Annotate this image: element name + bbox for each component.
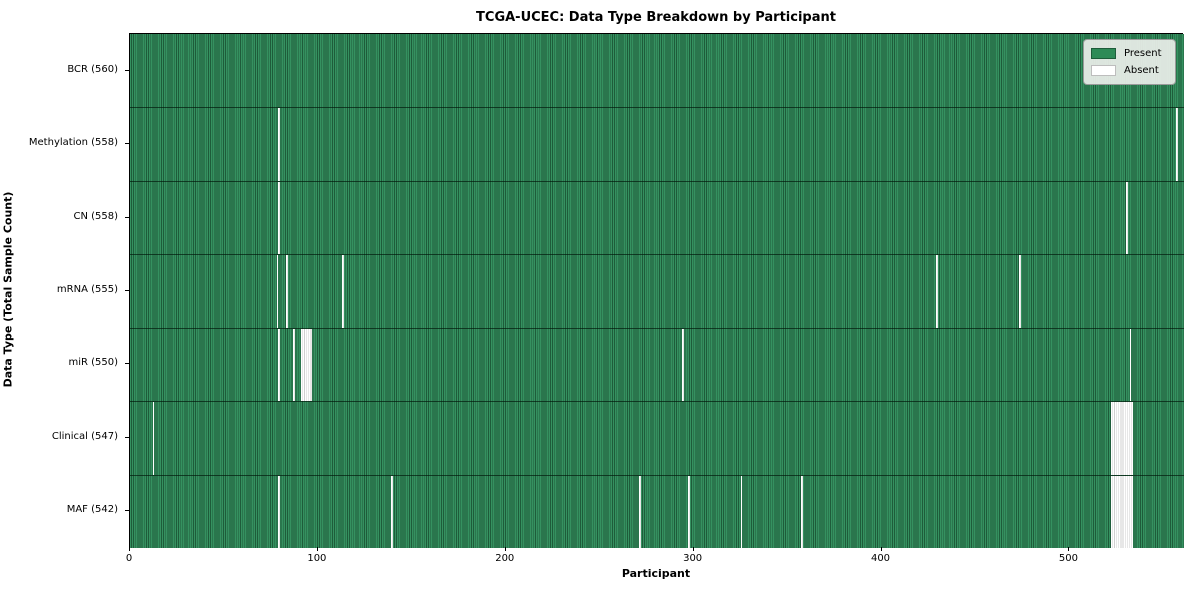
y-tick-mark	[125, 510, 129, 512]
absent-mark	[342, 255, 345, 328]
legend-absent-label: Absent	[1124, 65, 1159, 76]
plot-area	[129, 33, 1184, 548]
absent-mark	[293, 328, 296, 402]
heatmap-row-mir	[130, 327, 1184, 402]
y-tick-mark	[125, 363, 129, 365]
absent-mark	[1125, 181, 1128, 255]
y-tick-label: Clinical (547)	[51, 430, 118, 442]
absent-mark	[1110, 475, 1134, 548]
heatmap-row-mrna	[130, 254, 1184, 328]
absent-mark	[278, 328, 281, 402]
y-tick-label: MAF (542)	[66, 504, 118, 516]
y-tick-mark	[125, 436, 129, 438]
x-tick-mark	[1068, 547, 1070, 551]
absent-mark	[639, 475, 642, 548]
y-tick-label: Methylation (558)	[28, 137, 118, 149]
legend-item-absent: Absent	[1091, 62, 1167, 79]
absent-mark	[391, 475, 394, 548]
absent-mark	[1176, 108, 1179, 181]
absent-swatch-icon	[1091, 65, 1116, 76]
heatmap-row-cn	[130, 180, 1184, 255]
y-tick-label: CN (558)	[73, 210, 118, 222]
absent-mark	[936, 255, 938, 328]
absent-mark	[1018, 255, 1021, 328]
y-tick-mark	[125, 143, 129, 145]
x-tick-label: 0	[125, 553, 133, 564]
y-tick-mark	[125, 290, 129, 291]
x-tick-label: 300	[683, 553, 703, 564]
absent-mark	[1110, 402, 1134, 475]
x-tick-mark	[316, 547, 318, 551]
x-axis-label: Participant	[621, 567, 691, 580]
x-tick-label: 500	[1058, 553, 1078, 564]
absent-mark	[152, 402, 155, 475]
absent-mark	[300, 328, 313, 402]
absent-mark	[688, 475, 690, 548]
legend: Present Absent	[1083, 39, 1176, 85]
y-tick-label: BCR (560)	[67, 63, 118, 75]
legend-present-label: Present	[1124, 48, 1162, 59]
y-tick-mark	[125, 69, 129, 71]
absent-mark	[800, 475, 803, 548]
present-swatch-icon	[1091, 48, 1116, 59]
heatmap-row-maf	[130, 474, 1184, 548]
absent-mark	[278, 108, 281, 181]
absent-mark	[276, 255, 279, 328]
chart-title: TCGA-UCEC: Data Type Breakdown by Partic…	[476, 10, 836, 25]
absent-mark	[278, 475, 281, 548]
x-tick-mark	[504, 547, 506, 551]
x-tick-label: 100	[307, 553, 327, 564]
absent-mark	[1129, 328, 1132, 402]
heatmap-row-clinical	[130, 401, 1184, 475]
x-tick-label: 400	[870, 553, 891, 564]
absent-mark	[740, 475, 743, 548]
x-tick-label: 200	[495, 553, 515, 564]
y-tick-label: miR (550)	[68, 357, 118, 369]
legend-item-present: Present	[1091, 45, 1167, 62]
absent-mark	[285, 255, 288, 328]
x-tick-mark	[880, 547, 882, 551]
x-tick-mark	[692, 547, 694, 551]
y-tick-label: mRNA (555)	[56, 284, 118, 295]
x-tick-mark	[129, 547, 130, 551]
heatmap-row-methylation	[130, 107, 1184, 181]
heatmap-row-bcr	[130, 34, 1184, 108]
absent-mark	[278, 181, 281, 255]
y-tick-mark	[125, 216, 129, 218]
absent-mark	[682, 328, 685, 402]
